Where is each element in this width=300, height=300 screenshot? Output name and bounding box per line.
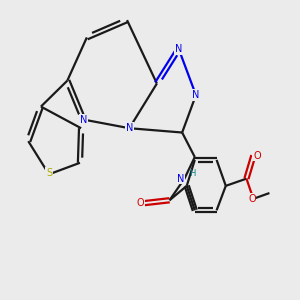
Text: H: H [189,169,195,178]
Text: N: N [192,90,200,100]
Text: O: O [248,194,256,204]
Text: N: N [80,115,87,124]
Text: S: S [46,168,52,178]
Text: O: O [137,198,145,208]
Text: N: N [177,174,184,184]
Text: O: O [253,151,261,160]
Text: N: N [175,44,182,54]
Text: N: N [126,123,133,133]
